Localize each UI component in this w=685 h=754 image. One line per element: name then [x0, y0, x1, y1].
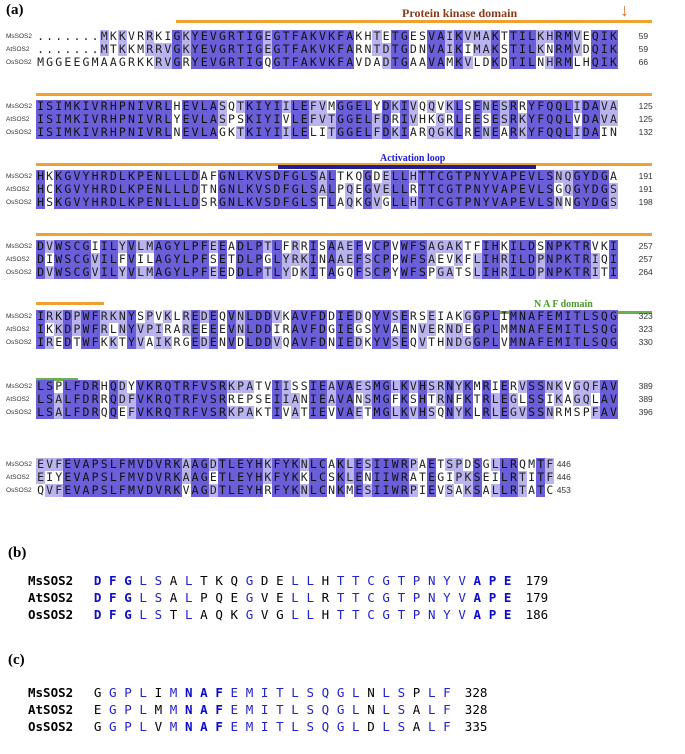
residue-position: 132 [638, 127, 653, 137]
sequence-name: AtSOS2 [28, 702, 74, 717]
residue-position: 446 [556, 459, 571, 469]
residue-position: 59 [638, 44, 649, 54]
sequence-name: AtSOS2 [6, 256, 30, 263]
panel-c-label: (c) [8, 652, 25, 668]
residue-position: 66 [638, 57, 649, 67]
panel-a-label: (a) [6, 2, 24, 18]
residue-position: 59 [638, 31, 649, 41]
kinase-domain-bar-3 [36, 163, 652, 166]
sequence-name: MsSOS2 [6, 103, 33, 110]
residue-position: 198 [638, 197, 653, 207]
panel-b-label: (b) [8, 545, 27, 561]
sequence-name: AtSOS2 [6, 46, 30, 53]
naf-domain-label: N A F domain [534, 299, 593, 310]
sequence-name: AtSOS2 [6, 474, 30, 481]
kinase-domain-bar-2 [36, 93, 652, 96]
kinase-domain-bar-4 [36, 233, 652, 236]
sequence-name: OsSOS2 [6, 199, 32, 206]
activation-loop-bar [278, 165, 536, 169]
residue-position: 323 [638, 311, 653, 321]
residue-position: 396 [638, 407, 653, 417]
kinase-arrow-icon: ↓ [620, 0, 629, 20]
residue-position: 453 [556, 485, 571, 495]
residue-position: 389 [638, 394, 653, 404]
sequence-name: AtSOS2 [6, 326, 30, 333]
sequence-name: MsSOS2 [6, 33, 33, 40]
sequence-name: OsSOS2 [6, 339, 32, 346]
residue-position: 125 [638, 114, 653, 124]
sequence-name: OsSOS2 [6, 409, 32, 416]
sequence-name: OsSOS2 [6, 487, 32, 494]
residue-position: 257 [638, 254, 653, 264]
residue-position: 257 [638, 241, 653, 251]
kinase-domain-label: Protein kinase domain [402, 6, 518, 20]
sequence-name: OsSOS2 [6, 129, 32, 136]
residue-position: 179 [525, 590, 549, 605]
sequence-name: MsSOS2 [6, 461, 33, 468]
sequence-name: AtSOS2 [6, 186, 30, 193]
sequence-name: OsSOS2 [28, 719, 74, 734]
sequence-name: AtSOS2 [28, 590, 74, 605]
residue-position: 264 [638, 267, 653, 277]
residue-position: 328 [464, 685, 488, 700]
sequence-name: AtSOS2 [6, 396, 30, 403]
residue-position: 191 [638, 184, 653, 194]
residue-position: 191 [638, 171, 653, 181]
residue-position: 446 [556, 472, 571, 482]
sequence-name: MsSOS2 [6, 243, 33, 250]
sequence-name: MsSOS2 [6, 313, 33, 320]
residue-position: 125 [638, 101, 653, 111]
residue-position: 179 [525, 573, 549, 588]
sequence-name: OsSOS2 [6, 59, 32, 66]
residue-position: 389 [638, 381, 653, 391]
sequence-name: MsSOS2 [6, 173, 33, 180]
sequence-name: OsSOS2 [6, 269, 32, 276]
kinase-domain-bar [176, 20, 652, 23]
sequence-name: AtSOS2 [6, 116, 30, 123]
residue-position: 335 [464, 719, 488, 734]
residue-position: 328 [464, 702, 488, 717]
residue-position: 186 [525, 607, 549, 622]
naf-domain-bar-2 [36, 378, 78, 381]
sequence-name: MsSOS2 [6, 383, 33, 390]
kinase-domain-bar-5 [36, 302, 104, 305]
activation-loop-label: Activation loop [380, 153, 446, 164]
sequence-name: MsSOS2 [28, 573, 74, 588]
sequence-name: OsSOS2 [28, 607, 74, 622]
sequence-name: MsSOS2 [28, 685, 74, 700]
residue-position: 323 [638, 324, 653, 334]
residue-position: 330 [638, 337, 653, 347]
